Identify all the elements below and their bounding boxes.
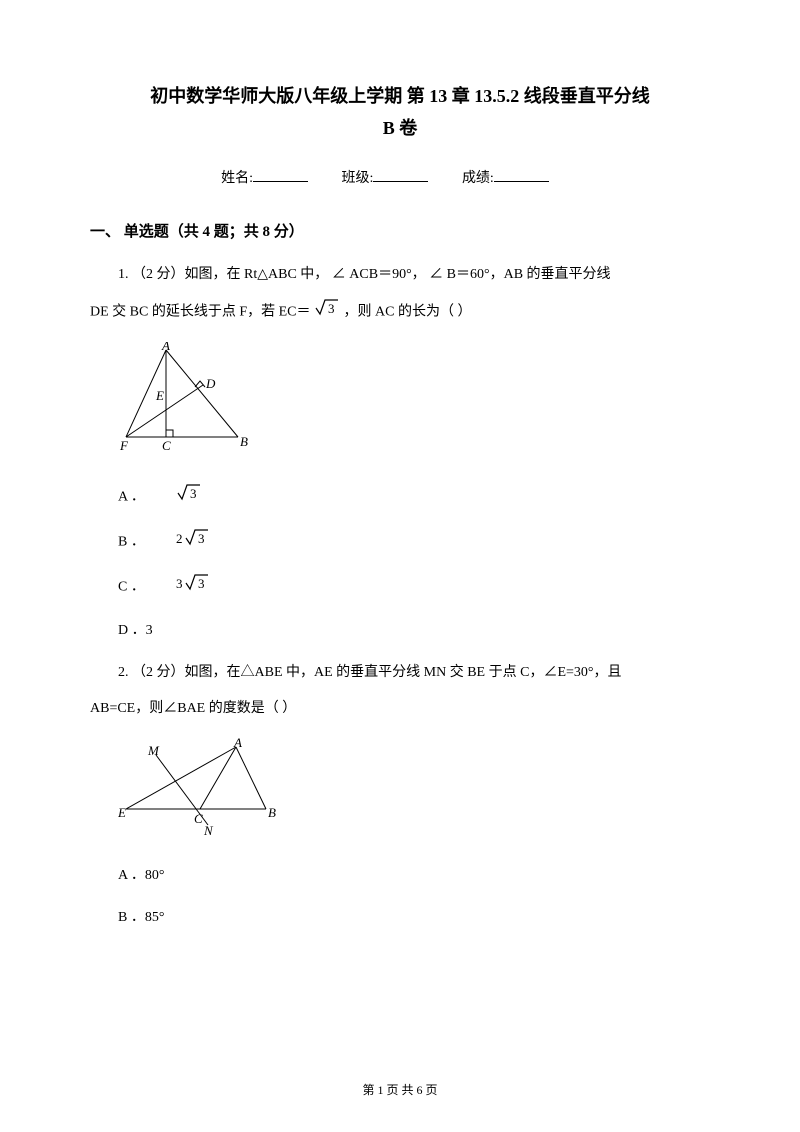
title-line-2: B 卷 [90, 112, 710, 144]
q2-option-a: A ．80° [90, 862, 710, 890]
class-blank [373, 167, 428, 182]
q2-label-E: E [118, 805, 126, 820]
q1-diagram: A B C F E D [118, 342, 710, 468]
page: 初中数学华师大版八年级上学期 第 13 章 13.5.2 线段垂直平分线 B 卷… [0, 0, 800, 1132]
score-label: 成绩: [462, 165, 494, 193]
svg-text:3: 3 [328, 301, 335, 316]
q2-label-M: M [147, 743, 160, 758]
q1-option-d: D ．3 [90, 617, 710, 645]
svg-text:3: 3 [198, 531, 205, 546]
q2-option-b: B ．85° [90, 904, 710, 932]
q1-line2-b: ，则 AC 的长为（ ） [344, 305, 472, 320]
svg-text:3: 3 [190, 486, 197, 501]
q2-label-B: B [268, 805, 276, 820]
svg-text:3: 3 [198, 576, 205, 591]
q1-option-b: B ． 2 3 [90, 527, 710, 558]
q2-line1: 2. （2 分）如图，在△ABE 中，AE 的垂直平分线 MN 交 BE 于点 … [90, 659, 710, 687]
q1-option-a: A ． 3 [90, 482, 710, 513]
q1-label-D: D [205, 376, 216, 391]
document-title: 初中数学华师大版八年级上学期 第 13 章 13.5.2 线段垂直平分线 B 卷 [90, 80, 710, 145]
title-line-1: 初中数学华师大版八年级上学期 第 13 章 13.5.2 线段垂直平分线 [90, 80, 710, 112]
q1-label-E: E [155, 388, 164, 403]
q2-label-N: N [203, 823, 214, 837]
q2-label-A: A [233, 737, 242, 750]
q2-diagram: A B E C M N [118, 737, 710, 848]
svg-text:3: 3 [176, 576, 183, 591]
name-blank [253, 167, 308, 182]
meta-row: 姓名: 班级: 成绩: [90, 165, 710, 193]
page-footer: 第 1 页 共 6 页 [0, 1078, 800, 1102]
q1-label-B: B [240, 434, 248, 449]
score-blank [494, 167, 549, 182]
name-label: 姓名: [221, 165, 253, 193]
section-heading: 一、 单选题（共 4 题；共 8 分） [90, 217, 710, 247]
sqrt3-inline: 3 [314, 297, 340, 328]
q1-line2: DE 交 BC 的延长线于点 F，若 EC＝ 3 ，则 AC 的长为（ ） [90, 297, 710, 328]
q1-line2-a: DE 交 BC 的延长线于点 F，若 EC＝ [90, 305, 314, 320]
class-label: 班级: [342, 165, 374, 193]
svg-text:2: 2 [176, 531, 183, 546]
q1-label-A: A [161, 342, 170, 353]
q1-label-F: F [119, 438, 129, 453]
q2-line2: AB=CE，则∠BAE 的度数是（ ） [90, 695, 710, 723]
q1-line1: 1. （2 分）如图，在 Rt△ABC 中， ∠ ACB＝90°， ∠ B＝60… [90, 261, 710, 289]
q1-option-c: C ． 3 3 [90, 572, 710, 603]
q2-label-C: C [194, 811, 203, 826]
q1-label-C: C [162, 438, 171, 453]
